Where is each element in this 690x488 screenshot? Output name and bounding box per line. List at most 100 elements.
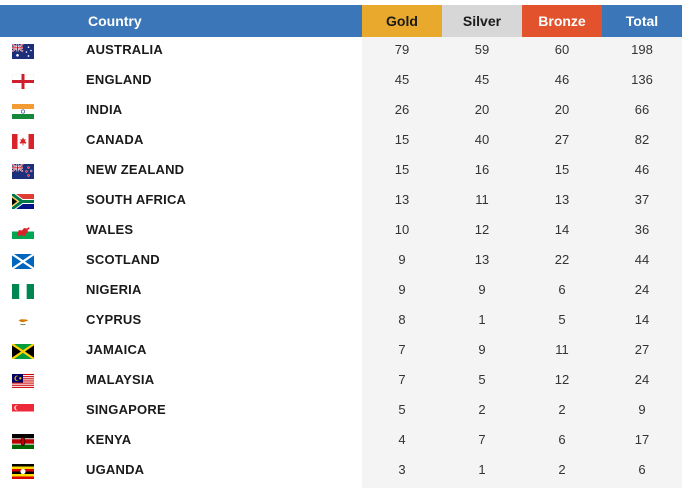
gold-count: 7 — [398, 342, 406, 357]
country-name[interactable]: JAMAICA — [86, 342, 147, 357]
table-row[interactable]: CANADA 15 40 27 82 — [0, 125, 690, 155]
new-zealand-flag-icon — [12, 164, 34, 179]
silver-count: 20 — [474, 102, 490, 117]
table-row[interactable]: SCOTLAND 9 13 22 44 — [0, 245, 690, 275]
country-name[interactable]: KENYA — [86, 432, 132, 447]
kenya-flag-icon — [12, 434, 34, 449]
country-name[interactable]: SOUTH AFRICA — [86, 192, 187, 207]
england-flag-icon — [12, 74, 34, 89]
gold-count: 9 — [398, 252, 406, 267]
bronze-count: 6 — [558, 432, 566, 447]
country-name[interactable]: AUSTRALIA — [86, 42, 163, 57]
country-name[interactable]: INDIA — [86, 102, 123, 117]
gold-count: 79 — [394, 42, 410, 57]
total-count: 24 — [634, 372, 650, 387]
country-name[interactable]: MALAYSIA — [86, 372, 155, 387]
bronze-count: 27 — [554, 132, 570, 147]
malaysia-flag-icon — [12, 374, 34, 389]
country-name[interactable]: NEW ZEALAND — [86, 162, 185, 177]
column-header-bronze[interactable]: Bronze — [522, 5, 602, 37]
silver-column-background — [442, 37, 522, 488]
bronze-count: 22 — [554, 252, 570, 267]
column-header-total-label: Total — [625, 13, 659, 29]
country-name[interactable]: CYPRUS — [86, 312, 142, 327]
bronze-count: 2 — [558, 402, 566, 417]
country-name[interactable]: NIGERIA — [86, 282, 142, 297]
bronze-count: 6 — [558, 282, 566, 297]
bronze-count: 15 — [554, 162, 570, 177]
column-header-silver[interactable]: Silver — [442, 5, 522, 37]
table-row[interactable]: INDIA 26 20 20 66 — [0, 95, 690, 125]
bronze-column-background — [522, 37, 602, 488]
country-name[interactable]: UGANDA — [86, 462, 145, 477]
total-count: 24 — [634, 282, 650, 297]
total-count: 136 — [631, 72, 653, 87]
silver-count: 5 — [478, 372, 486, 387]
nigeria-flag-icon — [12, 284, 34, 299]
silver-count: 7 — [478, 432, 486, 447]
column-header-country[interactable]: Country — [0, 5, 362, 37]
column-header-total[interactable]: Total — [602, 5, 682, 37]
country-name[interactable]: SCOTLAND — [86, 252, 160, 267]
jamaica-flag-icon — [12, 344, 34, 359]
total-count: 66 — [634, 102, 650, 117]
table-row[interactable]: AUSTRALIA 79 59 60 198 — [0, 35, 690, 65]
column-header-country-label: Country — [88, 13, 142, 29]
south-africa-flag-icon — [12, 194, 34, 209]
gold-count: 10 — [394, 222, 410, 237]
total-count: 27 — [634, 342, 650, 357]
total-count: 9 — [638, 402, 646, 417]
country-name[interactable]: WALES — [86, 222, 134, 237]
total-count: 44 — [634, 252, 650, 267]
table-row[interactable]: UGANDA 3 1 2 6 — [0, 455, 690, 485]
table-row[interactable]: KENYA 4 7 6 17 — [0, 425, 690, 455]
table-row[interactable]: JAMAICA 7 9 11 27 — [0, 335, 690, 365]
total-count: 17 — [634, 432, 650, 447]
table-row[interactable]: WALES 10 12 14 36 — [0, 215, 690, 245]
column-header-gold-label: Gold — [386, 13, 418, 29]
cyprus-flag-icon — [12, 314, 34, 329]
country-name[interactable]: SINGAPORE — [86, 402, 166, 417]
gold-count: 9 — [398, 282, 406, 297]
table-row[interactable]: NIGERIA 9 9 6 24 — [0, 275, 690, 305]
silver-count: 13 — [474, 252, 490, 267]
india-flag-icon — [12, 104, 34, 119]
bronze-count: 2 — [558, 462, 566, 477]
silver-count: 16 — [474, 162, 490, 177]
silver-count: 12 — [474, 222, 490, 237]
silver-count: 45 — [474, 72, 490, 87]
table-body: AUSTRALIA 79 59 60 198 ENGLAND 45 45 46 136 INDIA 2… — [0, 35, 690, 485]
gold-column-background — [362, 37, 442, 488]
bronze-count: 12 — [554, 372, 570, 387]
total-count: 37 — [634, 192, 650, 207]
gold-count: 7 — [398, 372, 406, 387]
column-header-bronze-label: Bronze — [538, 13, 586, 29]
table-row[interactable]: SOUTH AFRICA 13 11 13 37 — [0, 185, 690, 215]
table-row[interactable]: MALAYSIA 7 5 12 24 — [0, 365, 690, 395]
bronze-count: 11 — [555, 342, 569, 357]
bronze-count: 46 — [554, 72, 570, 87]
bronze-count: 14 — [554, 222, 570, 237]
gold-count: 5 — [398, 402, 406, 417]
table-row[interactable]: SINGAPORE 5 2 2 9 — [0, 395, 690, 425]
total-count: 198 — [631, 42, 653, 57]
silver-count: 59 — [474, 42, 490, 57]
column-header-gold[interactable]: Gold — [362, 5, 442, 37]
gold-count: 13 — [394, 192, 410, 207]
table-row[interactable]: NEW ZEALAND 15 16 15 46 — [0, 155, 690, 185]
country-name[interactable]: ENGLAND — [86, 72, 152, 87]
canada-flag-icon — [12, 134, 34, 149]
table-row[interactable]: CYPRUS 8 1 5 14 — [0, 305, 690, 335]
uganda-flag-icon — [12, 464, 34, 479]
bronze-count: 5 — [558, 312, 566, 327]
silver-count: 11 — [475, 192, 489, 207]
gold-count: 26 — [394, 102, 410, 117]
total-count: 46 — [634, 162, 650, 177]
wales-flag-icon — [12, 224, 34, 239]
silver-count: 1 — [478, 462, 486, 477]
table-row[interactable]: ENGLAND 45 45 46 136 — [0, 65, 690, 95]
gold-count: 8 — [398, 312, 406, 327]
total-count: 82 — [634, 132, 650, 147]
country-name[interactable]: CANADA — [86, 132, 144, 147]
